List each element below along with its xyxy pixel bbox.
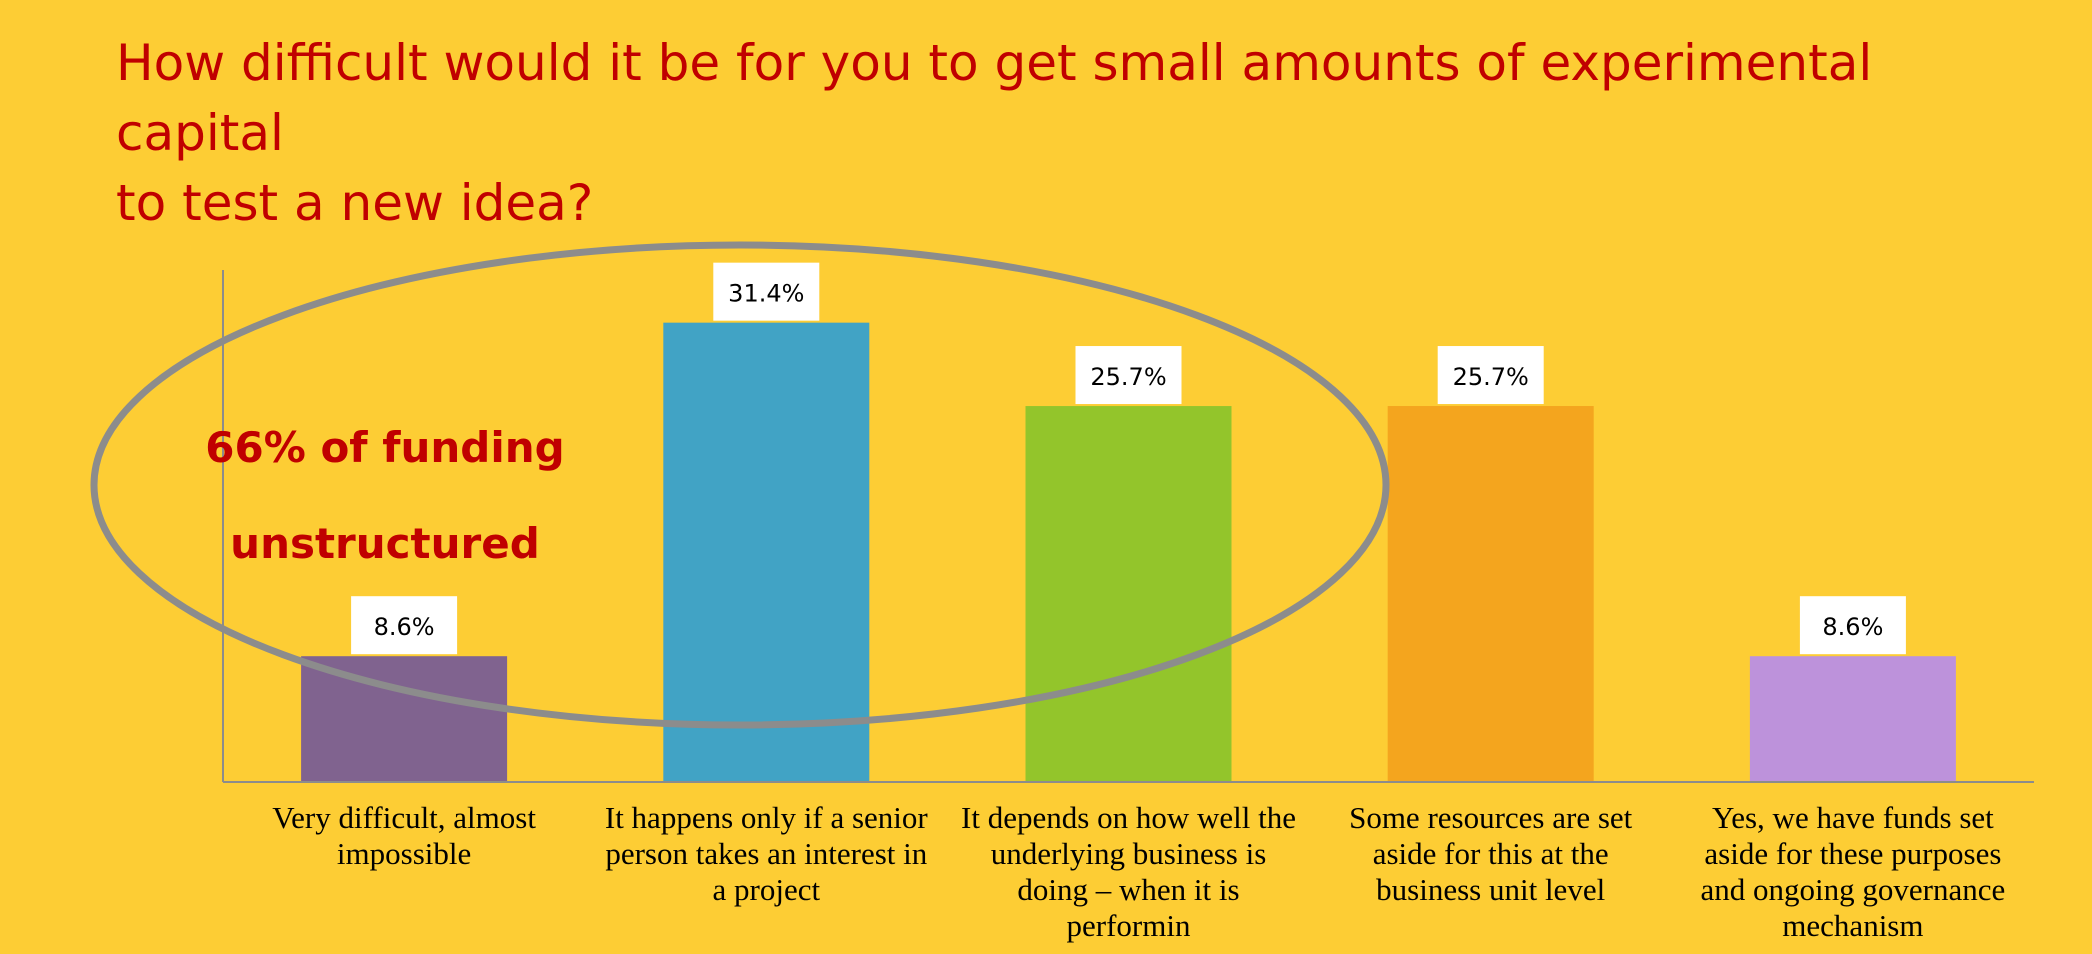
data-label-box-5: [1799, 596, 1906, 655]
bar-4: [1387, 406, 1594, 782]
data-label-box-3: [1075, 346, 1182, 405]
data-labels-group: 8.6% 31.4% 25.7% 25.7% 8.6%: [351, 262, 1906, 655]
annotation-line-1: 66% of funding: [205, 423, 565, 472]
annotation-line-2: unstructured: [230, 519, 540, 568]
chart-title: How difficult would it be for you to get…: [116, 28, 2016, 238]
data-label-box-1: [351, 596, 458, 655]
category-label-4: Some resources are set aside for this at…: [1349, 800, 1633, 907]
category-label-1: Very difficult, almost impossible: [272, 800, 536, 871]
bars-group: [301, 322, 1956, 782]
chart-title-line-2: to test a new idea?: [116, 174, 594, 232]
category-label-3: It depends on how well the underlying bu…: [961, 800, 1296, 943]
chart-title-line-1: How difficult would it be for you to get…: [116, 34, 1873, 162]
bar-2: [663, 322, 870, 782]
data-label-3: 25.7%: [1090, 363, 1166, 391]
bar-3: [1025, 406, 1232, 782]
unstructured-funding-ellipse: [90, 241, 1390, 729]
data-label-box-4: [1437, 346, 1544, 405]
data-label-1: 8.6%: [374, 613, 435, 641]
data-label-4: 25.7%: [1453, 363, 1529, 391]
category-label-2: It happens only if a senior person takes…: [604, 800, 928, 907]
category-label-5: Yes, we have funds set aside for these p…: [1700, 800, 2006, 943]
bar-1: [301, 656, 508, 782]
data-label-5: 8.6%: [1822, 613, 1883, 641]
annotation-text: 66% of funding unstructured: [200, 400, 570, 592]
data-label-2: 31.4%: [728, 280, 804, 308]
bar-5: [1749, 656, 1956, 782]
data-label-box-2: [713, 262, 820, 321]
